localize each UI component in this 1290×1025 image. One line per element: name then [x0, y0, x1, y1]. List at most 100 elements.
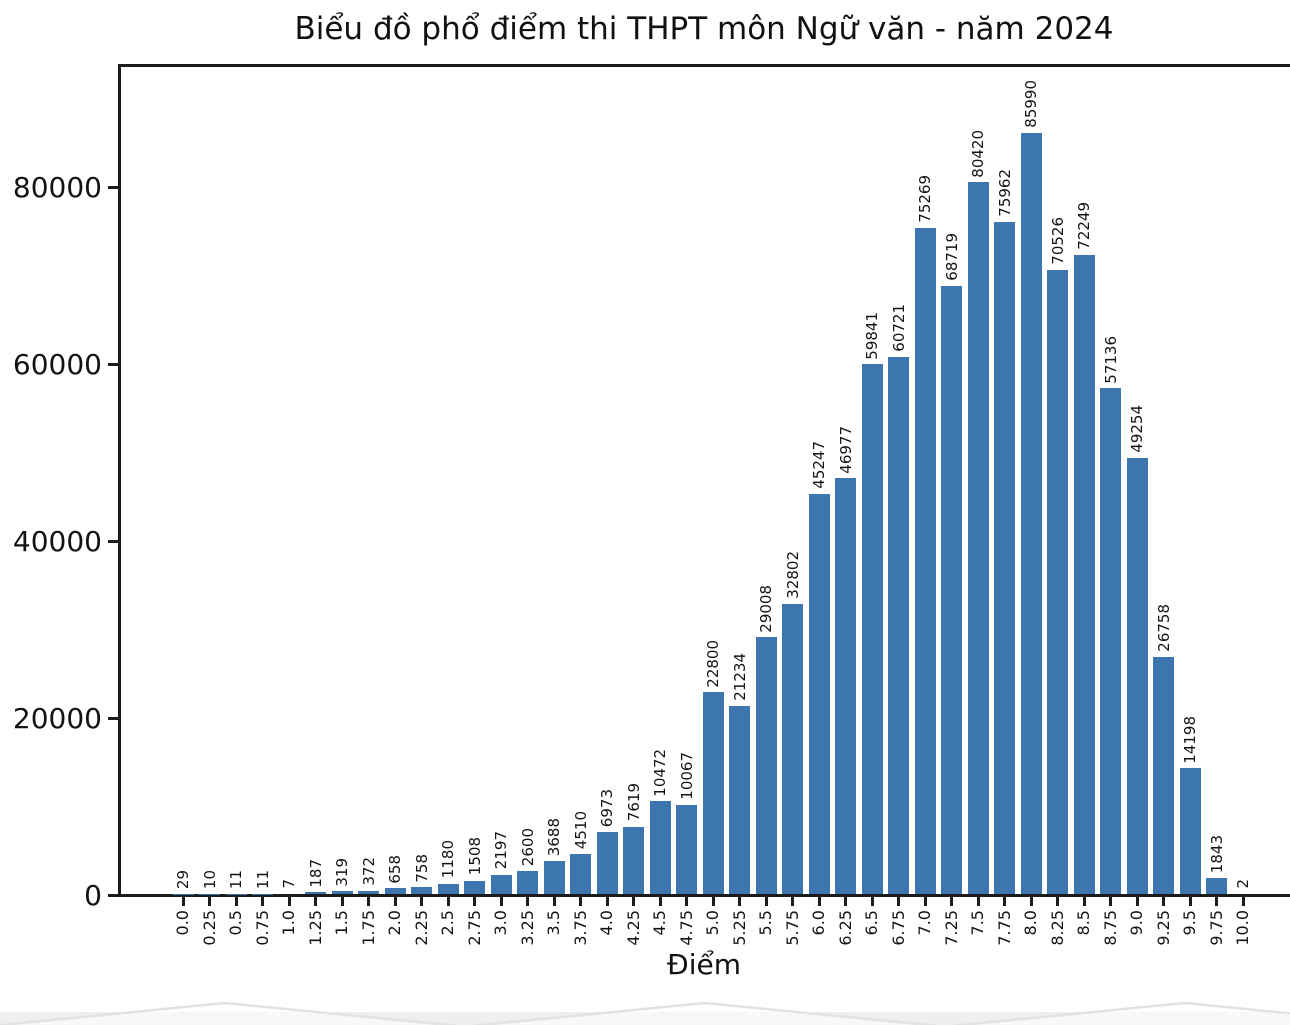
bar-value-label: 10067 — [677, 752, 696, 800]
y-tick-mark — [108, 186, 118, 189]
bar-value-label: 10472 — [651, 748, 669, 797]
x-tick-mark — [367, 897, 370, 906]
bar-value-label: 7 — [280, 879, 298, 889]
bar-value-label: 46977 — [836, 425, 855, 474]
x-tick-label: 3.0 — [491, 910, 510, 936]
bar-value-label: 59841 — [863, 311, 881, 360]
x-tick-mark — [393, 897, 397, 906]
x-tick-label: 7.0 — [915, 910, 934, 936]
x-tick-label: 0.0 — [173, 910, 192, 936]
bar — [861, 364, 883, 894]
bar-value-label: 2600 — [518, 827, 537, 866]
bar-value-label: 21234 — [730, 653, 749, 702]
y-tick-mark — [108, 540, 118, 543]
x-tick-mark — [923, 897, 927, 906]
footer-watermark-band — [0, 1001, 1290, 1025]
bar-value-label: 29 — [174, 869, 192, 889]
x-tick-label: 3.75 — [570, 910, 590, 946]
bar-value-label: 758 — [412, 853, 431, 883]
x-tick-label: 6.0 — [809, 910, 828, 936]
x-tick-mark — [605, 897, 609, 906]
x-tick-label: 6.25 — [835, 910, 855, 946]
x-tick-label: 4.75 — [676, 910, 696, 946]
bar-value-label: 57136 — [1101, 335, 1120, 384]
bar-value-label: 26758 — [1154, 604, 1173, 653]
x-tick-label: 4.5 — [650, 910, 669, 936]
x-tick-label: 8.25 — [1047, 910, 1067, 946]
bar — [782, 603, 803, 894]
bar-value-label: 22800 — [704, 639, 722, 688]
bar — [1126, 458, 1148, 894]
x-tick-label: 2.25 — [411, 910, 431, 946]
x-tick-mark — [685, 897, 688, 906]
x-tick-mark — [738, 897, 741, 906]
bar — [649, 801, 671, 894]
x-tick-label: 7.25 — [941, 910, 961, 946]
x-tick-mark — [420, 897, 423, 906]
bar — [1179, 768, 1201, 894]
bar-value-label: 49254 — [1128, 405, 1146, 454]
x-tick-label: 2.5 — [438, 910, 457, 936]
bar — [490, 874, 512, 894]
bar — [1206, 877, 1227, 894]
x-tick-mark — [1135, 897, 1139, 906]
x-tick-label: 6.5 — [862, 910, 881, 936]
x-tick-mark — [1056, 897, 1059, 906]
bar — [570, 854, 591, 894]
bar — [411, 887, 432, 894]
chart-title: Biểu đồ phổ điểm thi THPT môn Ngữ văn - … — [294, 11, 1114, 47]
x-tick-label: 4.0 — [597, 910, 616, 936]
x-tick-mark — [764, 897, 768, 906]
bar-value-label: 11 — [227, 869, 245, 889]
bar-value-label: 319 — [333, 857, 351, 887]
y-tick-mark — [108, 363, 118, 366]
bar-value-label: 60721 — [889, 303, 908, 352]
x-tick-label: 9.25 — [1153, 910, 1173, 946]
x-tick-label: 8.0 — [1021, 910, 1040, 936]
x-tick-mark — [1215, 897, 1218, 906]
bar-value-label: 658 — [386, 854, 404, 884]
bar-value-label: 45247 — [810, 440, 828, 489]
bar-value-label: 70526 — [1048, 217, 1067, 265]
x-tick-mark — [897, 897, 900, 906]
x-tick-label: 10.0 — [1233, 910, 1252, 946]
bar-value-label: 2 — [1234, 879, 1252, 889]
bar — [967, 182, 989, 894]
x-tick-mark — [234, 897, 238, 906]
x-tick-label: 7.5 — [968, 910, 987, 936]
bar — [729, 706, 750, 894]
bar-value-label: 3688 — [545, 818, 563, 857]
bar-value-label: 80420 — [969, 129, 987, 178]
bar — [596, 832, 618, 894]
bar-value-label: 32802 — [783, 550, 802, 599]
x-tick-label: 2.75 — [464, 910, 484, 946]
x-tick-label: 7.75 — [994, 910, 1014, 946]
x-tick-mark — [1188, 897, 1192, 906]
x-tick-mark — [658, 897, 662, 906]
bar — [1073, 254, 1095, 894]
x-tick-mark — [632, 897, 635, 906]
x-tick-label: 5.5 — [756, 910, 775, 936]
y-tick-mark — [108, 717, 118, 720]
x-tick-label: 8.75 — [1100, 910, 1120, 946]
x-tick-label: 9.5 — [1180, 910, 1199, 936]
bar-value-label: 372 — [359, 857, 378, 886]
x-tick-mark — [817, 897, 821, 906]
x-tick-mark — [950, 897, 953, 906]
x-tick-label: 9.75 — [1206, 910, 1226, 946]
x-tick-mark — [446, 897, 450, 906]
bar — [517, 871, 538, 894]
x-tick-mark — [1109, 897, 1112, 906]
bar-value-label: 1508 — [465, 837, 484, 876]
x-tick-mark — [314, 897, 317, 906]
x-tick-label: 3.5 — [544, 910, 563, 936]
x-tick-mark — [711, 897, 715, 906]
x-tick-label: 8.5 — [1074, 910, 1093, 936]
plot-area: 29 0.0 10 0.25 11 0.5 11 0.75 7 1.0 187 1.25 319 1.5 3… — [118, 64, 1290, 946]
bar — [994, 221, 1015, 894]
bar — [808, 493, 830, 894]
x-tick-mark — [791, 897, 794, 906]
x-tick-label: 3.25 — [517, 910, 537, 946]
bar — [941, 285, 962, 894]
